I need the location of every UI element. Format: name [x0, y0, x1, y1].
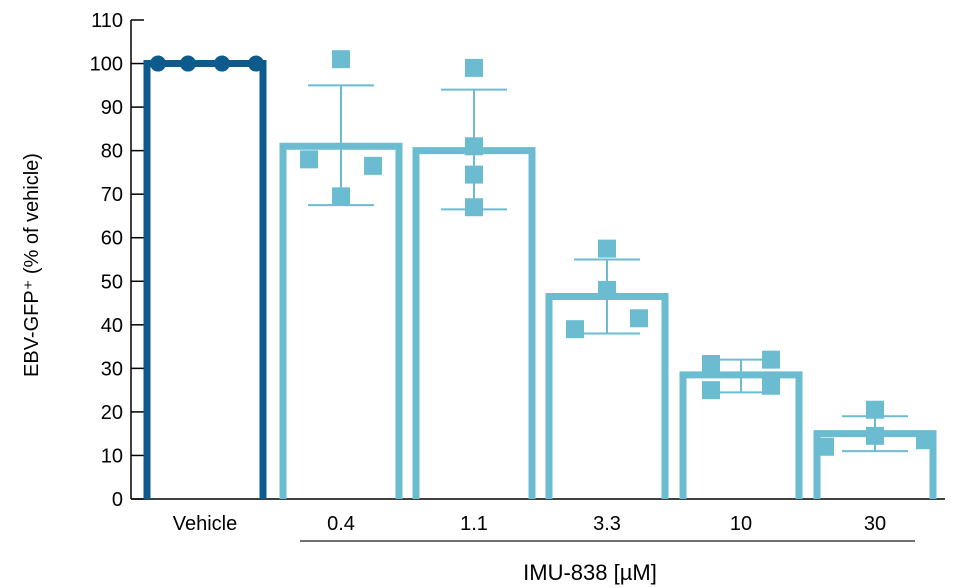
y-tick-label: 100: [90, 54, 123, 76]
points-layer: [150, 50, 934, 456]
x-tick-label: Vehicle: [173, 513, 238, 535]
y-tick-label: 90: [101, 97, 123, 119]
y-tick-label: 40: [101, 315, 123, 337]
data-point: [702, 381, 720, 400]
y-tick-label: 60: [101, 228, 123, 250]
axis-layer: 0 10 20 30 40 50 60 70 80 90 100 110: [90, 10, 945, 511]
data-point: [566, 320, 584, 339]
data-point: [465, 165, 483, 184]
data-point: [702, 355, 720, 374]
data-point: [598, 280, 616, 299]
y-tick-label: 10: [101, 445, 123, 467]
data-point: [465, 198, 483, 217]
x-tick-label: 0.4: [327, 513, 355, 535]
data-point: [816, 437, 834, 456]
data-point: [866, 426, 884, 445]
labels-layer: Vehicle 0.4 1.1 3.3 10 30: [173, 513, 886, 535]
data-point: [150, 55, 166, 72]
bar: [143, 60, 267, 499]
y-tick-label: 80: [101, 141, 123, 163]
y-tick-label: 70: [101, 184, 123, 206]
bar: [679, 371, 803, 499]
bars-layer: [143, 60, 937, 499]
data-point: [916, 431, 934, 450]
data-point: [465, 58, 483, 77]
x-tick-label: 1.1: [460, 513, 488, 535]
y-tick-label: 0: [112, 489, 123, 511]
data-point: [762, 376, 780, 395]
x-tick-label: 10: [730, 513, 752, 535]
data-point: [866, 400, 884, 419]
data-point: [630, 309, 648, 328]
data-point: [332, 50, 350, 69]
x-tick-label: 30: [864, 513, 886, 535]
y-tick-label: 50: [101, 271, 123, 293]
data-point: [332, 187, 350, 206]
data-point: [465, 137, 483, 156]
data-point: [180, 55, 196, 72]
y-axis-title: EBV-GFP⁺ (% of vehicle): [21, 153, 43, 377]
data-point: [762, 350, 780, 369]
data-point: [364, 156, 382, 175]
y-tick-label: 30: [101, 358, 123, 380]
group-axis-title: IMU-838 [µM]: [523, 560, 657, 585]
data-point: [300, 150, 318, 169]
x-tick-label: 3.3: [593, 513, 621, 535]
y-tick-label: 110: [91, 10, 123, 32]
data-point: [248, 55, 264, 72]
data-point: [598, 239, 616, 258]
data-point: [214, 55, 230, 72]
y-tick-label: 20: [101, 402, 123, 424]
